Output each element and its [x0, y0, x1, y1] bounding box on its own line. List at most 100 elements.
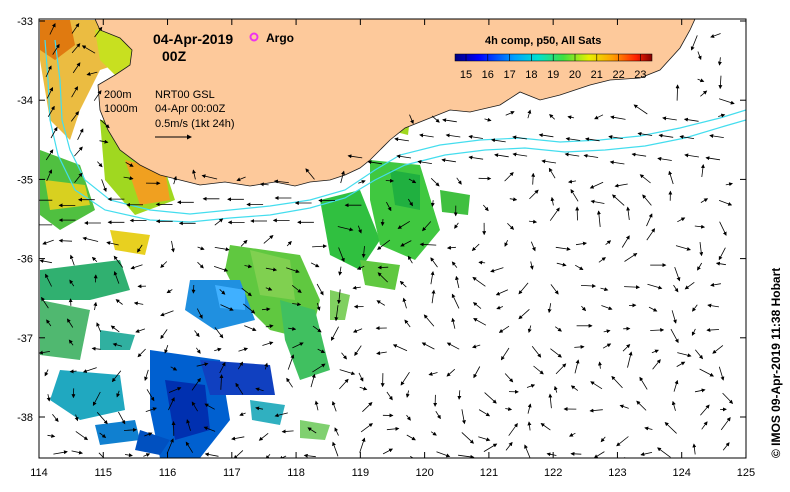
current-arrow [690, 35, 698, 51]
current-arrow [334, 305, 339, 322]
current-arrow [710, 33, 721, 38]
current-arrow [609, 160, 625, 165]
current-arrow [504, 373, 514, 383]
current-arrow [400, 371, 410, 386]
current-arrow [407, 255, 413, 264]
current-arrow [236, 176, 246, 182]
current-arrow [124, 453, 133, 458]
current-arrow [495, 289, 509, 296]
current-arrow [712, 345, 724, 354]
current-arrow [281, 429, 294, 434]
current-arrow [673, 284, 679, 293]
current-arrow [201, 174, 218, 180]
current-arrow [611, 375, 623, 389]
current-arrow [214, 347, 222, 352]
current-arrow [331, 326, 339, 341]
current-arrow [441, 158, 456, 163]
current-arrow [265, 267, 278, 272]
current-arrow [458, 454, 475, 458]
current-arrow [529, 189, 539, 200]
current-arrow [700, 404, 710, 416]
current-arrow [715, 261, 726, 266]
current-arrow [699, 242, 704, 257]
current-arrow [639, 376, 648, 390]
current-arrow [692, 304, 698, 312]
current-arrow [664, 421, 677, 434]
current-arrow [359, 386, 368, 391]
current-arrow [600, 436, 606, 443]
current-arrow [478, 409, 491, 417]
current-arrow [446, 368, 456, 377]
colorbar-tick-label: 21 [591, 69, 603, 81]
current-arrow [700, 198, 709, 203]
current-arrow [594, 114, 604, 120]
current-arrow [197, 246, 205, 251]
current-arrow [197, 261, 204, 269]
current-arrow [69, 254, 75, 266]
current-arrow [509, 197, 518, 202]
current-arrow [455, 275, 460, 289]
current-arrow [624, 285, 640, 290]
current-arrow [244, 264, 253, 269]
current-arrow [718, 200, 733, 206]
current-arrow [231, 436, 245, 441]
current-arrow [527, 325, 532, 333]
current-arrow [684, 153, 699, 158]
current-arrow [47, 433, 56, 438]
current-arrow [622, 344, 631, 352]
current-arrow [614, 183, 628, 188]
current-arrow [185, 441, 194, 453]
colorbar-tick-label: 22 [612, 69, 624, 81]
current-arrow [585, 137, 600, 142]
current-arrow [494, 153, 509, 158]
current-arrow [45, 149, 54, 161]
current-arrow [421, 342, 435, 350]
current-arrow [484, 392, 497, 404]
current-arrow [603, 329, 611, 334]
legend-product-time: 04-Apr 00:00Z [155, 103, 226, 115]
current-arrow [407, 198, 413, 207]
current-arrow [96, 322, 101, 333]
current-arrow [68, 339, 74, 346]
current-arrow [74, 414, 79, 422]
current-arrow [406, 434, 416, 441]
current-arrow [50, 126, 58, 139]
current-arrow [92, 391, 101, 407]
current-arrow [71, 86, 78, 98]
current-arrow [194, 330, 200, 338]
current-arrow [241, 287, 252, 297]
current-arrow [431, 115, 440, 123]
current-arrow [697, 51, 702, 61]
current-arrow [705, 156, 721, 161]
current-arrow [423, 314, 435, 327]
current-arrow [235, 382, 244, 395]
current-arrow [66, 318, 74, 328]
current-arrow [204, 403, 215, 410]
current-arrow [505, 441, 513, 451]
current-arrow [192, 169, 196, 180]
current-arrow [581, 305, 587, 312]
current-arrow [265, 453, 271, 458]
current-arrow [684, 281, 695, 290]
current-arrow [718, 113, 726, 118]
current-arrow [574, 359, 580, 374]
current-arrow [538, 133, 554, 138]
current-arrow [590, 381, 603, 390]
current-arrow [41, 296, 49, 309]
current-arrow [400, 240, 412, 247]
current-arrow [233, 450, 244, 458]
current-arrow [358, 372, 364, 382]
y-tick-label: -36 [17, 254, 33, 266]
colorbar-tick-label: 20 [569, 69, 581, 81]
current-arrow [707, 303, 719, 308]
current-arrow [100, 119, 110, 129]
x-tick-label: 118 [287, 467, 305, 479]
current-arrow [504, 172, 514, 182]
current-arrow [113, 271, 120, 284]
current-arrow [610, 115, 626, 120]
current-arrow [650, 328, 665, 333]
current-arrow [593, 451, 605, 458]
current-arrow [598, 361, 602, 369]
current-arrow [287, 354, 295, 370]
current-arrow [677, 217, 686, 223]
